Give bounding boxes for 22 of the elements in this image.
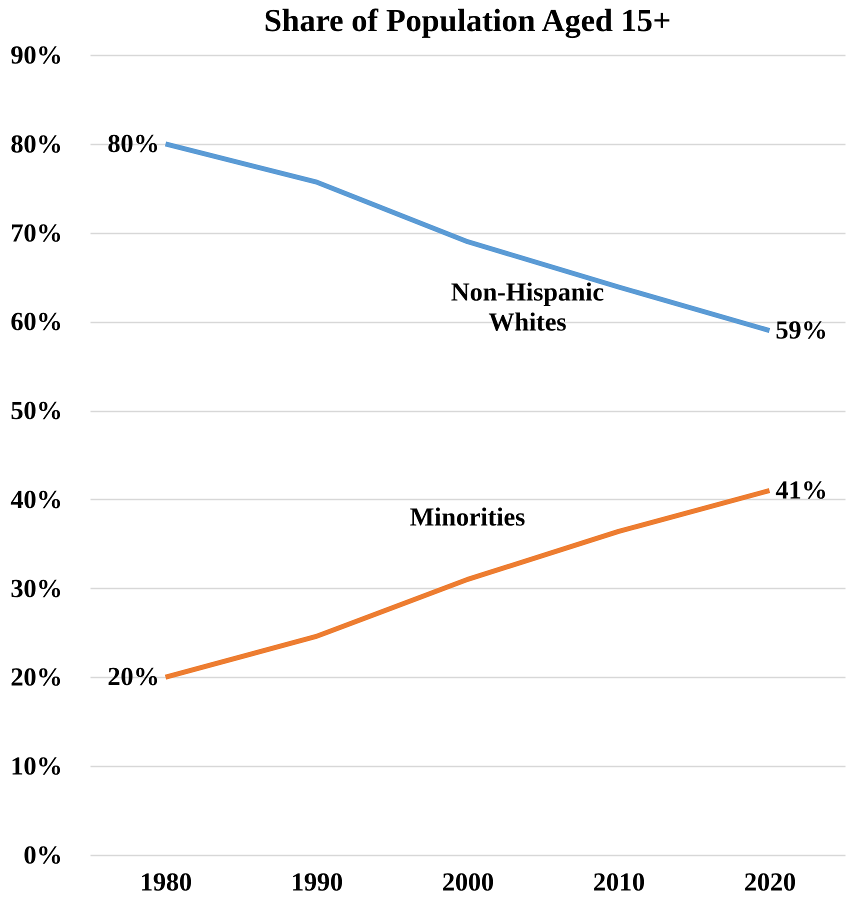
y-tick-label: 0% bbox=[24, 840, 62, 870]
chart-title: Share of Population Aged 15+ bbox=[264, 2, 672, 39]
data-label: 41% bbox=[776, 476, 828, 505]
y-tick-label: 40% bbox=[10, 484, 62, 514]
x-tick-label: 1980 bbox=[140, 868, 192, 896]
x-tick-label: 2010 bbox=[593, 868, 645, 896]
y-tick-label: 50% bbox=[10, 396, 62, 426]
x-tick-label: 1990 bbox=[291, 868, 343, 896]
y-tick-label: 60% bbox=[10, 307, 62, 336]
y-tick-label: 10% bbox=[10, 752, 62, 781]
series-label: Non-Hispanic Whites bbox=[450, 278, 604, 337]
data-label: 59% bbox=[776, 316, 828, 345]
y-tick-label: 70% bbox=[10, 218, 62, 248]
data-label: 20% bbox=[108, 662, 160, 692]
series-label: Minorities bbox=[410, 502, 526, 532]
y-tick-label: 30% bbox=[10, 574, 62, 603]
y-tick-label: 90% bbox=[10, 40, 62, 70]
x-tick-label: 2020 bbox=[744, 868, 796, 896]
x-tick-label: 2000 bbox=[442, 868, 494, 896]
y-tick-label: 80% bbox=[10, 129, 62, 158]
y-tick-label: 20% bbox=[10, 662, 62, 692]
data-label: 80% bbox=[108, 128, 160, 158]
